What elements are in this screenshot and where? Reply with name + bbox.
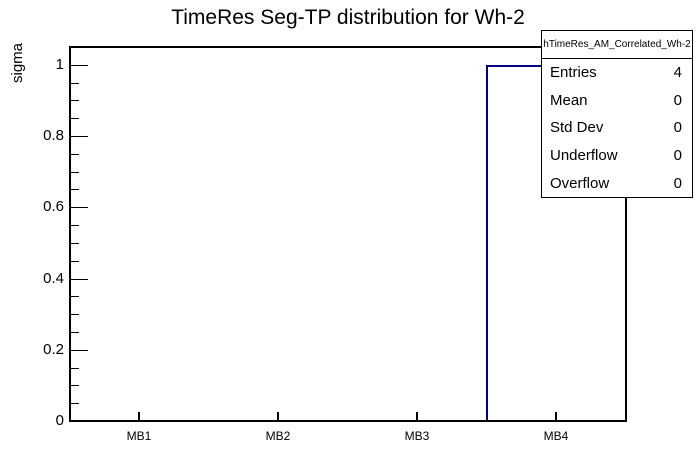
- x-tick-label: MB2: [265, 429, 291, 443]
- stats-row-stddev: Std Dev 0: [542, 114, 692, 142]
- y-axis-minor-tick: [71, 296, 79, 297]
- x-axis-tick: [416, 412, 418, 421]
- plot-title: TimeRes Seg-TP distribution for Wh-2: [171, 6, 525, 29]
- stats-label: Mean: [550, 91, 588, 109]
- histogram-rising-edge: [486, 65, 488, 421]
- stats-label: Overflow: [550, 174, 610, 192]
- stats-row-underflow: Underflow 0: [542, 142, 692, 170]
- stats-row-mean: Mean 0: [542, 87, 692, 115]
- y-tick-label: 0.2: [43, 341, 64, 358]
- y-axis-minor-tick: [71, 261, 79, 262]
- x-tick-label: MB1: [126, 429, 152, 443]
- y-axis-minor-tick: [71, 118, 79, 119]
- y-tick-label: 0.6: [43, 198, 64, 215]
- y-axis-minor-tick: [71, 172, 79, 173]
- y-axis-minor-tick: [71, 154, 79, 155]
- y-axis-minor-tick: [71, 225, 79, 226]
- y-axis-minor-tick: [71, 189, 79, 190]
- stats-label: Underflow: [550, 147, 618, 165]
- stats-value: 0: [673, 119, 682, 137]
- x-tick-label: MB4: [543, 429, 569, 443]
- stats-value: 0: [673, 174, 682, 192]
- stats-row-overflow: Overflow 0: [542, 169, 692, 197]
- stats-label: Std Dev: [550, 119, 604, 137]
- y-axis-minor-tick: [71, 100, 79, 101]
- plot-frame: [69, 46, 627, 422]
- y-tick-label: 1: [55, 56, 64, 73]
- stats-box-title: hTimeRes_AM_Correlated_Wh-2: [542, 31, 692, 59]
- x-axis-tick: [138, 412, 140, 421]
- y-axis-major-tick: [71, 136, 88, 137]
- stats-label: Entries: [550, 64, 597, 82]
- y-axis-label: sigma: [9, 43, 26, 84]
- y-axis-major-tick: [71, 279, 88, 280]
- x-axis-tick: [555, 412, 557, 421]
- y-axis-minor-tick: [71, 385, 79, 386]
- stats-value: 0: [673, 91, 682, 109]
- y-axis-minor-tick: [71, 332, 79, 333]
- stats-value: 0: [673, 147, 682, 165]
- y-axis-major-tick: [71, 350, 88, 351]
- stats-box: hTimeRes_AM_Correlated_Wh-2 Entries 4 Me…: [541, 30, 693, 198]
- y-axis-minor-tick: [71, 83, 79, 84]
- x-axis-tick: [277, 412, 279, 421]
- y-tick-label: 0.8: [43, 127, 64, 144]
- y-tick-label: 0: [55, 412, 64, 429]
- y-axis-minor-tick: [71, 314, 79, 315]
- y-axis-minor-tick: [71, 403, 79, 404]
- x-tick-label: MB3: [404, 429, 430, 443]
- stats-value: 4: [673, 64, 682, 82]
- y-axis-minor-tick: [71, 368, 79, 369]
- y-axis-major-tick: [71, 207, 88, 208]
- y-axis-major-tick: [71, 65, 88, 66]
- y-tick-label: 0.4: [43, 270, 64, 287]
- y-axis-minor-tick: [71, 243, 79, 244]
- stats-row-entries: Entries 4: [542, 59, 692, 87]
